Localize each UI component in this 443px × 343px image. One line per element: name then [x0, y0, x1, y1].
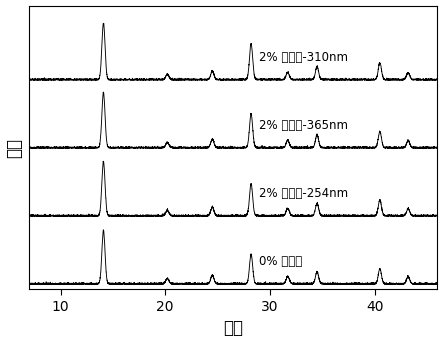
X-axis label: 角度: 角度 — [223, 319, 243, 338]
Text: 0% 偶氮苯: 0% 偶氮苯 — [260, 255, 303, 268]
Text: 2% 偶氮苯-310nm: 2% 偶氮苯-310nm — [260, 51, 349, 64]
Text: 2% 偶氮苯-254nm: 2% 偶氮苯-254nm — [260, 187, 349, 200]
Text: 2% 偶氮苯-365nm: 2% 偶氮苯-365nm — [260, 119, 349, 132]
Y-axis label: 强度: 强度 — [6, 138, 23, 157]
